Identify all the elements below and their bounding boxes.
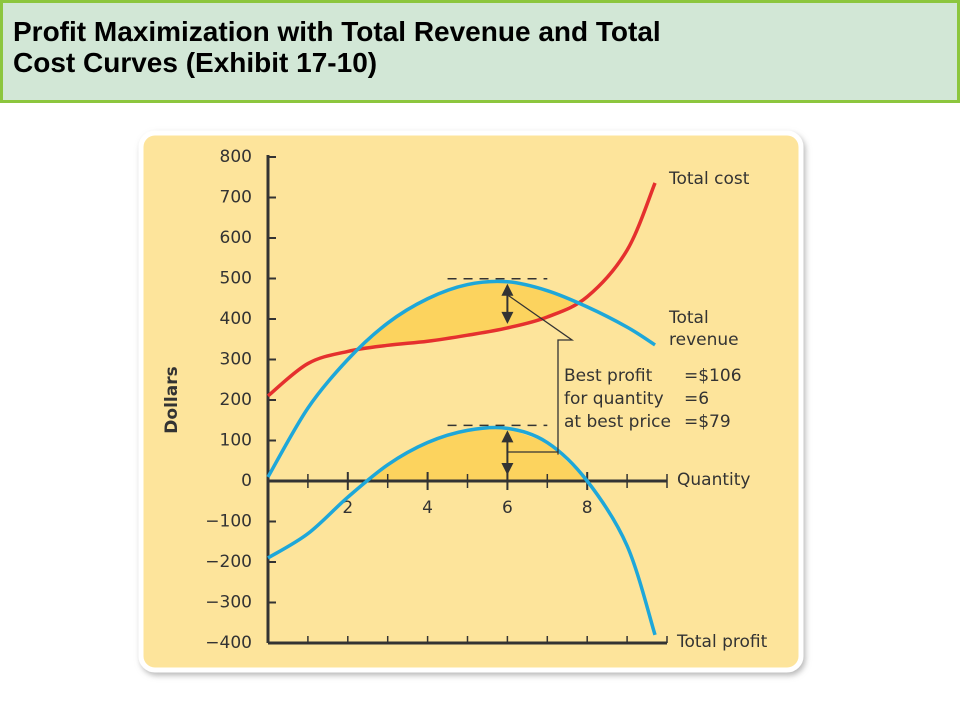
- series-label: Total profit: [676, 632, 768, 652]
- annotation: =$79: [684, 412, 731, 432]
- annotation: for quantity: [564, 389, 664, 409]
- x-axis-label: Quantity: [677, 470, 750, 490]
- y-tick-label: 0: [241, 471, 252, 491]
- annotation: Best profit: [564, 366, 653, 386]
- profit-region: [368, 428, 587, 481]
- arrow-head: [501, 463, 514, 475]
- y-tick-label: 100: [220, 431, 252, 451]
- profit-region: [358, 281, 576, 350]
- y-tick-label: 400: [220, 309, 252, 329]
- y-tick-label: 600: [220, 228, 252, 248]
- y-tick-label: 500: [220, 269, 252, 289]
- annotation: =$106: [684, 366, 742, 386]
- y-tick-label: −300: [205, 593, 252, 613]
- x-tick-label: 6: [502, 498, 513, 518]
- arrow-head: [501, 283, 514, 296]
- annotation: at best price: [564, 412, 671, 432]
- y-tick-label: 300: [220, 350, 252, 370]
- line: [266, 182, 657, 398]
- x-tick-label: 4: [422, 498, 433, 518]
- y-tick-label: −200: [205, 552, 252, 572]
- series-label: Total cost: [668, 169, 750, 189]
- x-tick-label: 8: [582, 498, 593, 518]
- y-tick-label: 700: [220, 188, 252, 208]
- series-label: Total: [668, 308, 709, 328]
- x-tick-label: 2: [342, 498, 353, 518]
- title-line: Cost Curves (Exhibit 17-10): [13, 47, 378, 78]
- y-tick-label: −100: [205, 512, 252, 532]
- y-axis-label: Dollars: [162, 366, 182, 433]
- arrow-head: [501, 311, 514, 324]
- line: [267, 425, 657, 636]
- y-tick-label: 800: [220, 147, 252, 167]
- annotation: =6: [684, 389, 709, 409]
- leader-line: [507, 294, 575, 455]
- arrow-head: [501, 430, 514, 443]
- y-tick-label: 200: [220, 390, 252, 410]
- y-tick-label: −400: [205, 633, 252, 653]
- header: Profit Maximization with Total Revenue a…: [0, 0, 960, 103]
- series-label: revenue: [669, 330, 739, 350]
- line: [266, 279, 656, 478]
- title-line: Profit Maximization with Total Revenue a…: [13, 16, 661, 47]
